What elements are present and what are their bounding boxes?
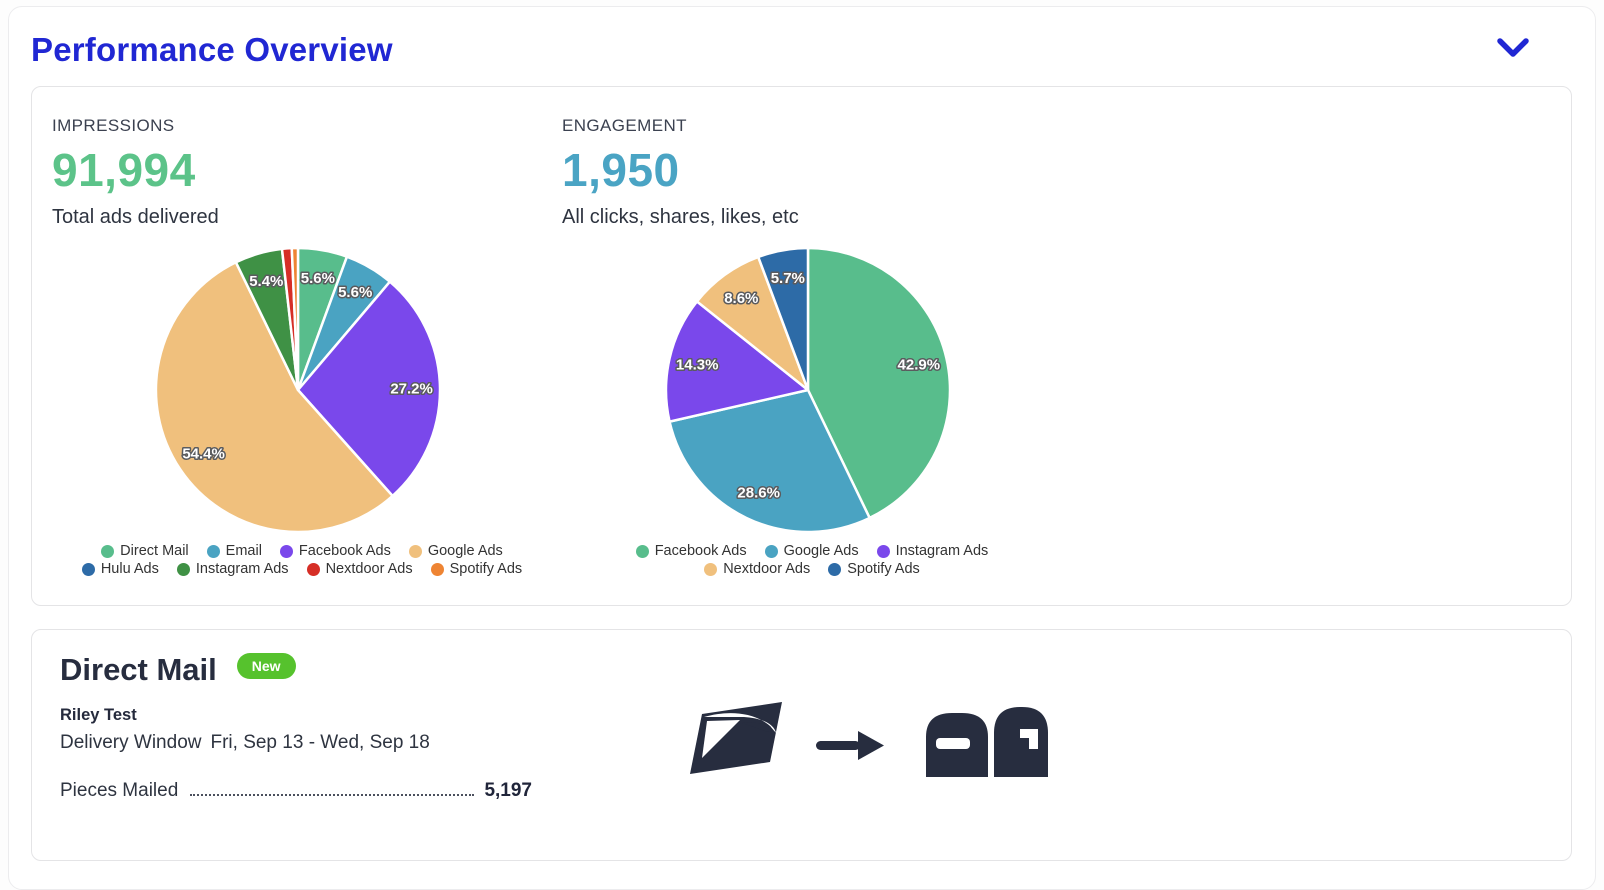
page-title: Performance Overview <box>31 31 393 68</box>
legend-dot-instagram-ads <box>876 544 890 558</box>
pie-label-instagram-ads: 14.3% <box>676 357 719 374</box>
legend-row: Direct Mail Email Facebook Ads Google Ads <box>92 542 512 560</box>
legend-item-instagram-ads[interactable]: Instagram Ads <box>176 561 289 577</box>
impressions-legend: Direct Mail Email Facebook Ads Google Ads Hu… <box>52 542 552 578</box>
legend-dot-spotify-ads <box>430 562 444 576</box>
legend-label: Nextdoor Ads <box>723 561 811 577</box>
legend-dot-spotify-ads <box>828 562 842 576</box>
pie-label-direct-mail: 5.6% <box>301 270 335 287</box>
legend-dot-instagram-ads <box>176 562 190 576</box>
legend-item-google-ads[interactable]: Google Ads <box>408 543 503 559</box>
direct-mail-illustration <box>690 696 1048 780</box>
engagement-subtitle: All clicks, shares, likes, etc <box>562 206 799 228</box>
engagement-pie-chart: 42.9% 28.6% 14.3% 8.6% 5.7% <box>658 244 958 536</box>
pie-label-email: 5.6% <box>338 284 372 301</box>
legend-row: Nextdoor Ads Spotify Ads <box>695 560 929 578</box>
legend-item-hulu-ads[interactable]: Hulu Ads <box>81 561 159 577</box>
legend-label: Direct Mail <box>120 543 189 559</box>
legend-item-google-ads[interactable]: Google Ads <box>764 543 859 559</box>
legend-dot-google-ads <box>764 544 778 558</box>
legend-item-nextdoor-ads[interactable]: Nextdoor Ads <box>306 561 413 577</box>
legend-item-nextdoor-ads[interactable]: Nextdoor Ads <box>704 561 810 577</box>
pie-label-spotify-ads: 5.7% <box>771 270 805 287</box>
legend-dot-google-ads <box>408 544 422 558</box>
pie-slice-spotify-ads[interactable] <box>290 246 300 392</box>
legend-row: Facebook Ads Google Ads Instagram Ads <box>627 542 998 560</box>
delivery-window-row: Delivery Window Fri, Sep 13 - Wed, Sep 18 <box>60 732 430 754</box>
legend-dot-nextdoor-ads <box>704 562 718 576</box>
pieces-mailed-value: 5,197 <box>484 780 532 801</box>
direct-mail-card: Direct Mail New Riley Test Delivery Wind… <box>31 629 1572 861</box>
legend-dot-hulu-ads <box>81 562 95 576</box>
mailboxes-icon <box>926 707 1048 777</box>
engagement-column: ENGAGEMENT 1,950 All clicks, shares, lik… <box>562 87 1062 607</box>
new-badge: New <box>236 653 296 679</box>
legend-row: Hulu Ads Instagram Ads Nextdoor Ads Spotify… <box>73 560 531 578</box>
pie-label-facebook-ads: 27.2% <box>390 381 433 398</box>
legend-dot-direct-mail <box>101 544 115 558</box>
delivery-window-label: Delivery Window <box>60 732 202 753</box>
legend-dot-email <box>206 544 220 558</box>
delivery-window-value: Fri, Sep 13 - Wed, Sep 18 <box>210 732 430 753</box>
chevron-down-icon <box>1497 38 1529 57</box>
legend-label: Spotify Ads <box>449 561 523 577</box>
collapse-section-button[interactable] <box>1493 33 1533 63</box>
engagement-value: 1,950 <box>562 144 680 196</box>
legend-item-facebook-ads[interactable]: Facebook Ads <box>279 543 391 559</box>
pie-label-facebook-ads: 42.9% <box>898 357 941 374</box>
pie-slice-google-ads[interactable] <box>154 261 394 534</box>
pie-label-google-ads: 28.6% <box>737 484 780 501</box>
impressions-pie-chart: 5.6% 5.6% 27.2% 54.4% 5.4% <box>148 244 448 536</box>
pie-slice-spotify-ads[interactable] <box>757 246 810 392</box>
legend-label: Facebook Ads <box>654 543 747 559</box>
usps-logo-icon <box>690 702 782 774</box>
impressions-value: 91,994 <box>52 144 196 196</box>
legend-label: Google Ads <box>427 543 503 559</box>
pie-label-nextdoor-ads: 8.6% <box>724 290 758 307</box>
pie-label-instagram-ads: 5.4% <box>249 273 283 290</box>
legend-label: Instagram Ads <box>895 543 989 559</box>
pie-slice-facebook-ads[interactable] <box>806 246 952 520</box>
pie-slice-google-ads[interactable] <box>668 388 871 534</box>
charts-card: IMPRESSIONS 91,994 Total ads delivered 5… <box>31 86 1572 606</box>
impressions-subtitle: Total ads delivered <box>52 206 219 228</box>
legend-dot-nextdoor-ads <box>306 562 320 576</box>
legend-item-instagram-ads[interactable]: Instagram Ads <box>876 543 989 559</box>
pie-slice-facebook-ads[interactable] <box>296 280 442 498</box>
campaign-name: Riley Test <box>60 706 137 724</box>
performance-overview-section: Performance Overview IMPRESSIONS 91,994 … <box>8 6 1596 890</box>
direct-mail-title: Direct Mail <box>60 652 217 687</box>
legend-item-facebook-ads[interactable]: Facebook Ads <box>635 543 747 559</box>
legend-label: Instagram Ads <box>195 561 289 577</box>
engagement-legend: Facebook Ads Google Ads Instagram Ads Nextd… <box>562 542 1062 578</box>
engagement-label: ENGAGEMENT <box>562 116 687 135</box>
impressions-column: IMPRESSIONS 91,994 Total ads delivered 5… <box>52 87 552 607</box>
arrow-right-icon <box>816 731 884 760</box>
legend-label: Hulu Ads <box>100 561 159 577</box>
impressions-label: IMPRESSIONS <box>52 116 175 135</box>
legend-item-direct-mail[interactable]: Direct Mail <box>101 543 189 559</box>
legend-label: Facebook Ads <box>298 543 391 559</box>
legend-item-spotify-ads[interactable]: Spotify Ads <box>430 561 523 577</box>
legend-label: Spotify Ads <box>847 561 920 577</box>
legend-label: Google Ads <box>783 543 859 559</box>
legend-dot-facebook-ads <box>635 544 649 558</box>
pieces-mailed-row: Pieces Mailed 5,197 <box>60 780 532 802</box>
legend-label: Email <box>225 543 262 559</box>
pie-label-google-ads: 54.4% <box>182 445 225 462</box>
dotted-leader <box>190 794 475 796</box>
legend-dot-facebook-ads <box>279 544 293 558</box>
legend-label: Nextdoor Ads <box>325 561 413 577</box>
pie-slice-instagram-ads[interactable] <box>664 300 810 423</box>
legend-item-email[interactable]: Email <box>206 543 262 559</box>
pieces-mailed-label: Pieces Mailed <box>60 780 179 801</box>
legend-item-spotify-ads[interactable]: Spotify Ads <box>828 561 920 577</box>
